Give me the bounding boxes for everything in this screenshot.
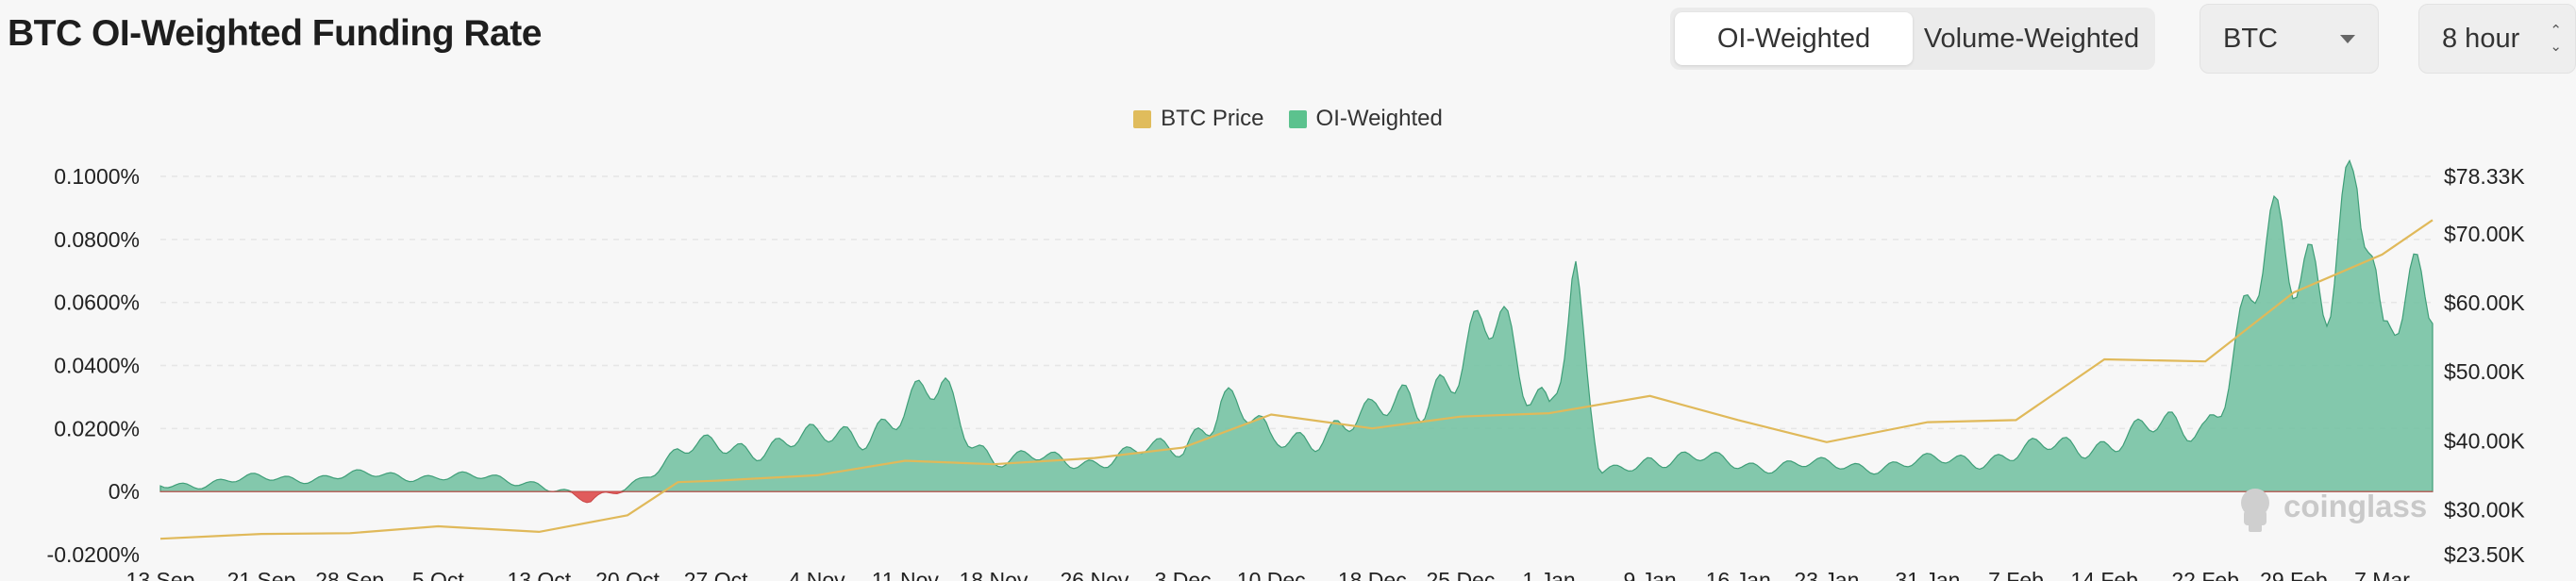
coinglass-watermark: coinglass [2241,489,2427,532]
legend-item-btc-price[interactable]: BTC Price [1133,106,1264,132]
x-tick-label: 14 Feb [2070,568,2138,581]
x-tick-label: 27 Oct [684,568,748,581]
y-left-tick-label: 0.0600% [54,290,140,315]
y-left-tick-label: 0.0200% [54,416,140,440]
x-tick-label: 16 Jan [1706,568,1771,581]
y-axis-right: $78.33K $70.00K $60.00K $50.00K $40.00K $30.0… [2444,164,2525,567]
watermark-text: coinglass [2283,489,2427,523]
x-tick-label: 13 Oct [507,568,571,581]
x-tick-label: 5 Oct [412,568,465,581]
y-axis-left: 0.1000% 0.0800% 0.0600% 0.0400% 0.0200% 0% -0.… [47,164,140,567]
up-down-chevron-icon: ⌃ ⌄ [2550,22,2562,55]
interval-select-value: 8 hour [2442,23,2520,54]
x-tick-label: 26 Nov [1061,568,1129,581]
y-left-tick-label: -0.0200% [47,542,140,567]
legend-swatch-btc-price [1133,109,1152,128]
y-right-tick-label: $78.33K [2444,164,2525,189]
y-left-tick-label: 0.1000% [54,164,140,189]
x-tick-label: 23 Jan [1794,568,1859,581]
chart-legend: BTC Price OI-Weighted [0,106,2576,132]
legend-label-btc-price: BTC Price [1161,106,1264,131]
x-tick-label: 18 Dec [1338,568,1407,581]
y-left-tick-label: 0.0800% [54,227,140,252]
x-tick-label: 7 Feb [1988,568,2044,581]
btc-price-line-group [159,219,2434,540]
coin-select[interactable]: BTC [2200,4,2379,74]
y-left-tick-label: 0.0400% [54,354,140,378]
legend-swatch-oi-weighted [1288,109,1307,128]
y-right-tick-label: $30.00K [2444,497,2525,522]
x-tick-label: 31 Jan [1895,568,1960,581]
x-tick-label: 20 Oct [595,568,660,581]
x-tick-label: 10 Dec [1237,568,1306,581]
y-right-tick-label: $70.00K [2444,222,2525,246]
funding-rate-area [159,158,2434,504]
tab-volume-weighted[interactable]: Volume-Weighted [1923,23,2140,54]
y-right-tick-label: $23.50K [2444,542,2525,567]
x-tick-label: 1 Jan [1522,568,1575,581]
page-title: BTC OI-Weighted Funding Rate [8,13,542,54]
x-tick-label: 13 Sep [126,568,195,581]
legend-label-oi-weighted: OI-Weighted [1315,106,1443,131]
y-right-tick-label: $60.00K [2444,290,2525,315]
x-tick-label: 22 Feb [2171,568,2239,581]
y-right-tick-label: $50.00K [2444,359,2525,384]
x-tick-label: 7 Mar [2354,568,2410,581]
funding-rate-positive-area [159,158,2434,492]
interval-select[interactable]: 8 hour ⌃ ⌄ [2418,4,2576,74]
chevron-down-icon [2340,34,2355,43]
x-tick-label: 3 Dec [1155,568,1212,581]
coinglass-logo-icon [2241,489,2269,532]
y-left-tick-label: 0% [109,479,140,504]
x-tick-label: 21 Sep [227,568,296,581]
x-tick-label: 9 Jan [1623,568,1676,581]
x-tick-label: 18 Nov [959,568,1028,581]
tab-oi-weighted[interactable]: OI-Weighted [1675,12,1913,65]
btc-price-line [159,219,2434,540]
weighting-toggle: OI-Weighted Volume-Weighted [1670,8,2155,70]
legend-item-oi-weighted[interactable]: OI-Weighted [1288,106,1443,132]
x-axis: 13 Sep 21 Sep 28 Sep 5 Oct 13 Oct 20 Oct 27 Oc… [126,568,2411,581]
x-tick-label: 28 Sep [315,568,384,581]
funding-rate-negative-area [159,490,2434,504]
x-tick-label: 29 Feb [2260,568,2328,581]
y-right-tick-label: $40.00K [2444,428,2525,453]
x-tick-label: 25 Dec [1426,568,1495,581]
coin-select-value: BTC [2223,23,2278,54]
x-tick-label: 4 Nov [789,568,846,581]
x-tick-label: 11 Nov [872,568,940,581]
